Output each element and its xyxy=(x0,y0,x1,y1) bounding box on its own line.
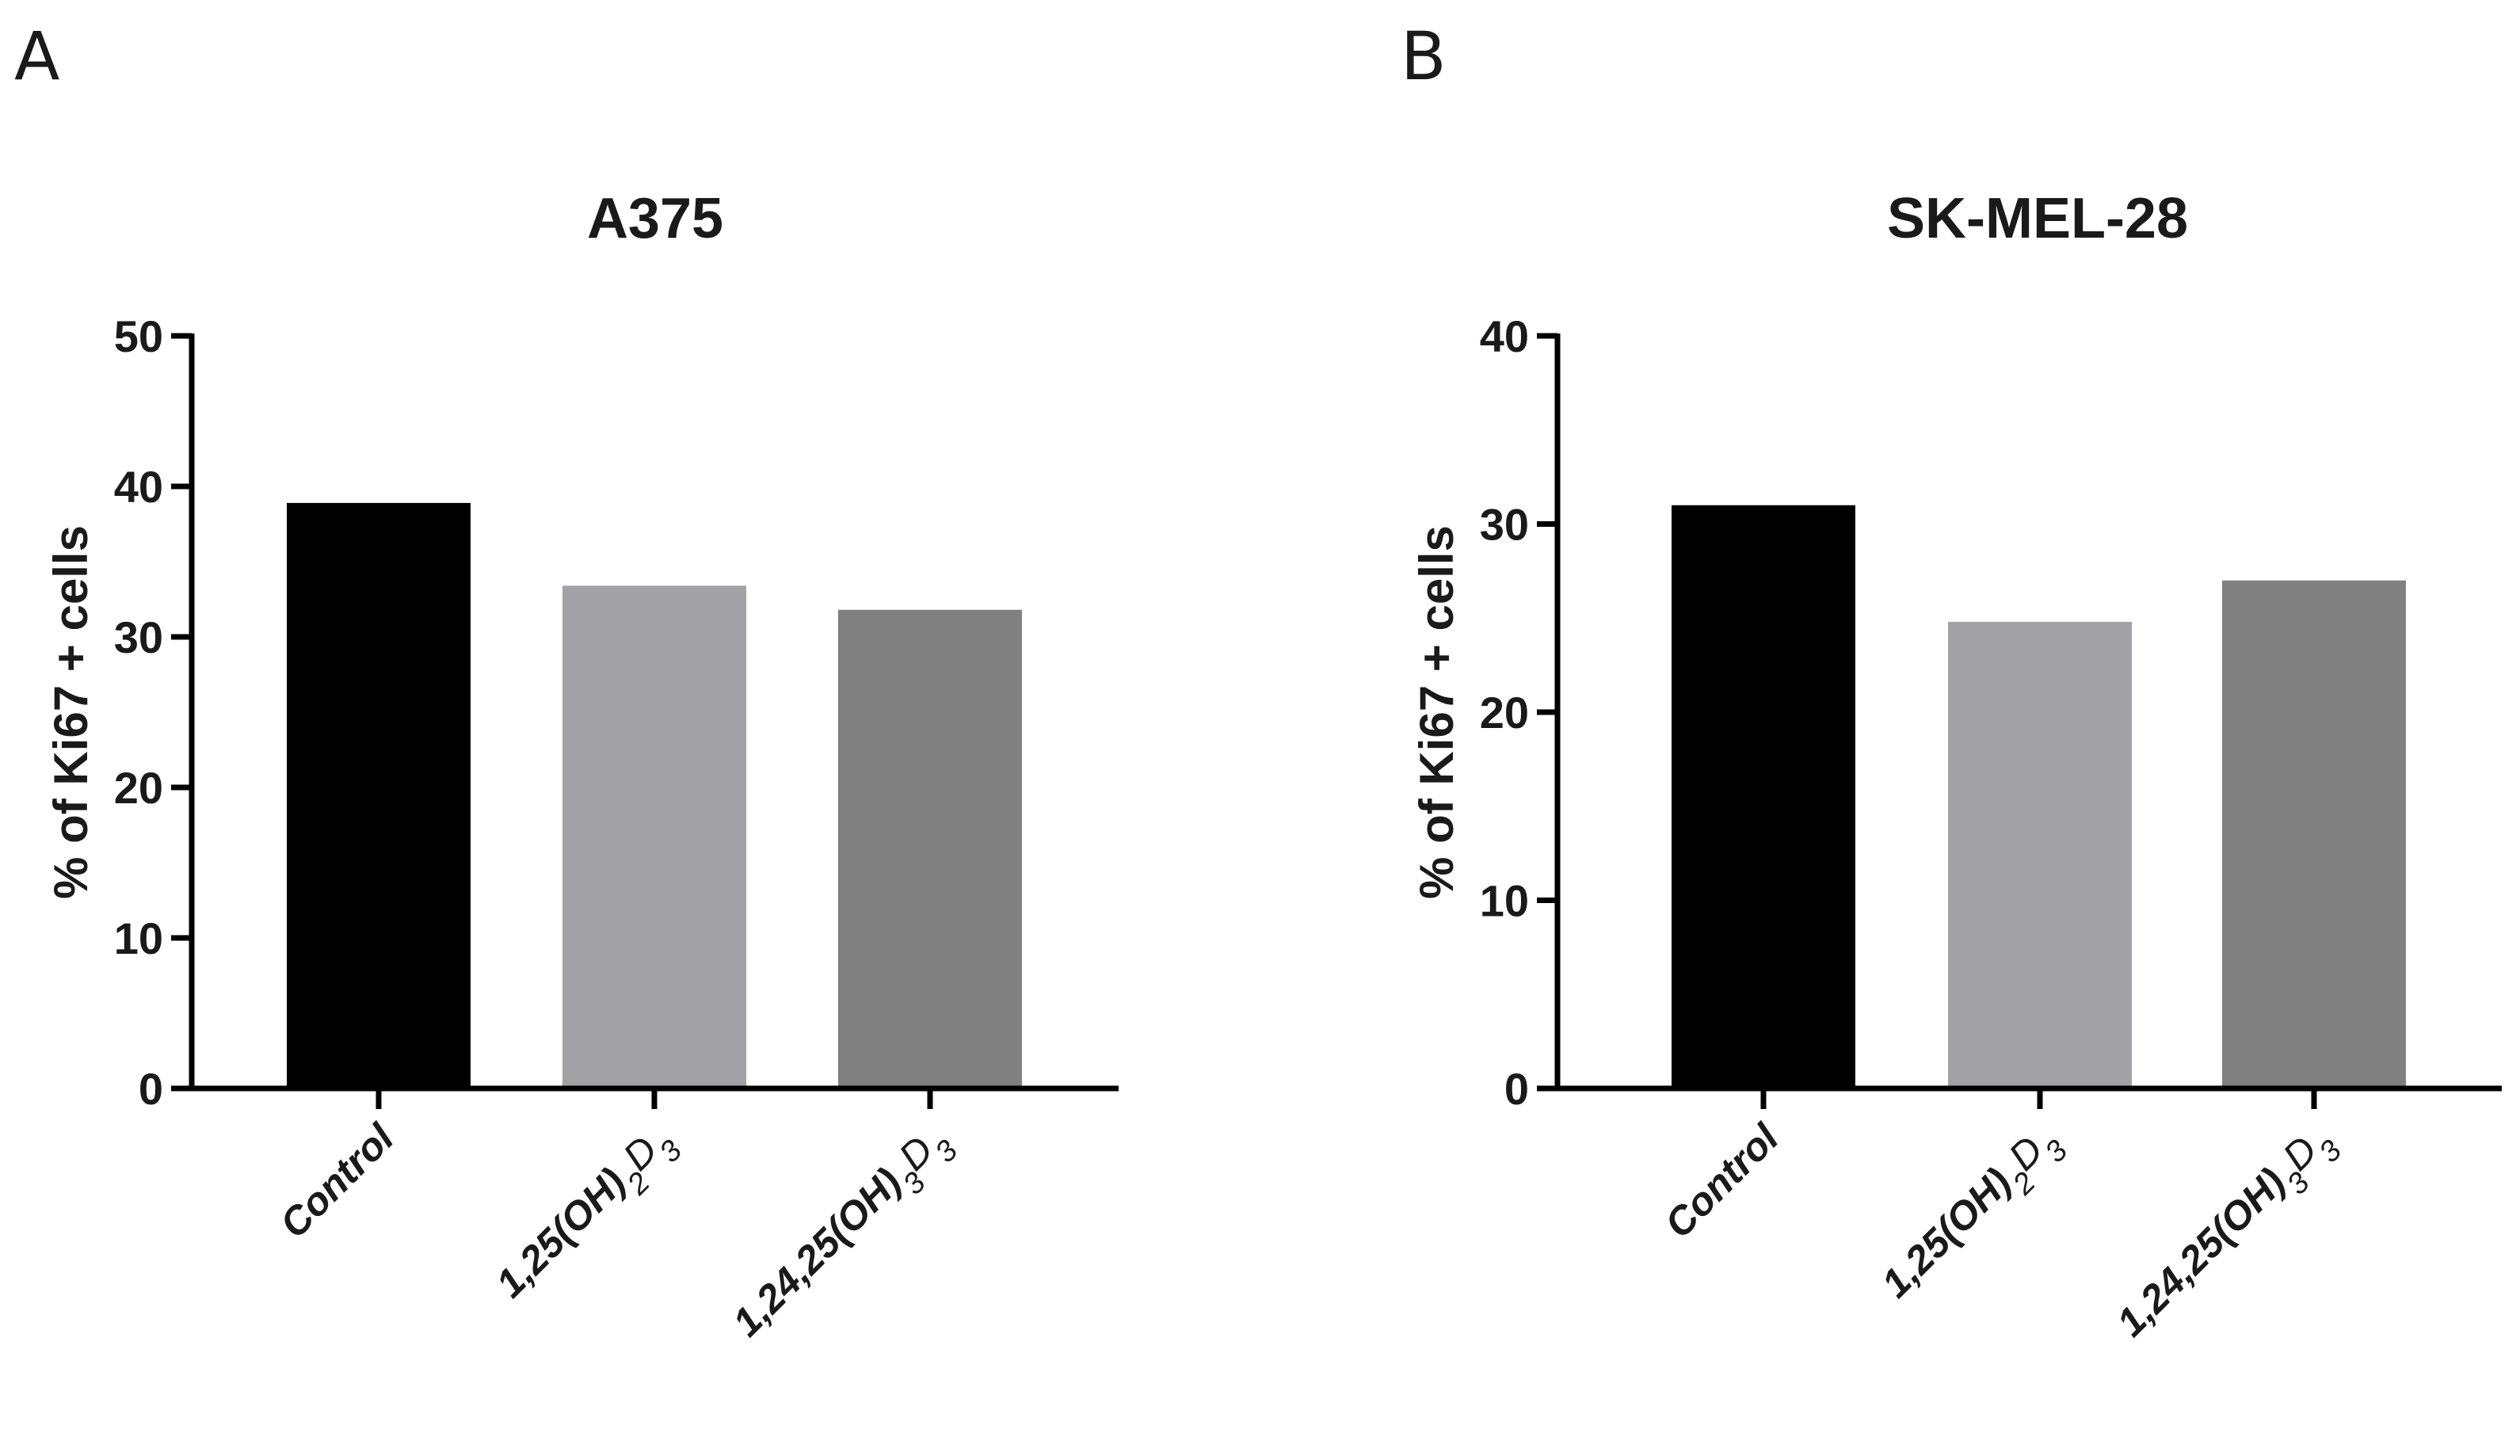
panel-letter-a: A xyxy=(14,17,60,95)
x-category-label: 1,25(OH)2D3 xyxy=(487,1115,688,1317)
y-tick-label: 40 xyxy=(114,462,163,512)
bar-1-24-25-oh xyxy=(838,609,1022,1088)
x-category-label: 1,24,25(OH)3D3 xyxy=(2108,1115,2348,1355)
bar-control xyxy=(1672,505,1855,1088)
panel-letter-b: B xyxy=(1401,17,1447,95)
x-category-label: 1,25(OH)2D3 xyxy=(1873,1115,2074,1317)
y-tick-label: 0 xyxy=(1504,1064,1529,1114)
bar-1-25-oh xyxy=(562,585,746,1088)
x-category-label: 1,24,25(OH)3D3 xyxy=(724,1115,964,1355)
y-tick-label: 0 xyxy=(139,1064,163,1114)
y-tick-label: 10 xyxy=(1480,876,1529,926)
y-tick-label: 40 xyxy=(1480,311,1529,361)
y-tick-label: 10 xyxy=(114,913,163,963)
y-axis-label: % of Ki67 + cells xyxy=(1410,525,1463,899)
bar-control xyxy=(287,502,471,1088)
y-axis-label: % of Ki67 + cells xyxy=(44,525,97,899)
y-tick-label: 20 xyxy=(1480,688,1529,738)
x-category-label: Control xyxy=(1656,1115,1788,1246)
y-tick-label: 30 xyxy=(114,612,163,662)
y-tick-label: 50 xyxy=(114,311,163,361)
chart-title: SK-MEL-28 xyxy=(1887,187,2188,250)
chart-title: A375 xyxy=(587,187,723,250)
y-tick-label: 30 xyxy=(1480,500,1529,550)
chart-a375: A375 % of Ki67 + cells 0 10 20 30 40 50 Control 1… xyxy=(44,187,1119,1355)
bar-1-24-25-oh xyxy=(2222,580,2406,1088)
chart-sk-mel-28: SK-MEL-28 % of Ki67 + cells 0 10 20 30 40 Contr… xyxy=(1410,187,2502,1355)
y-tick-label: 20 xyxy=(114,763,163,813)
x-category-label: Control xyxy=(272,1115,403,1246)
bar-1-25-oh xyxy=(1948,622,2132,1088)
